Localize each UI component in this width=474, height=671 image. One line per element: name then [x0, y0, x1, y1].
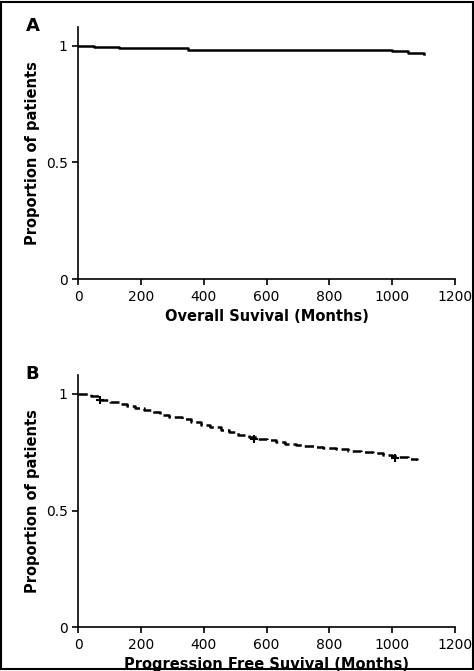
Text: A: A: [26, 17, 39, 35]
X-axis label: Progression Free Suvival (Months): Progression Free Suvival (Months): [124, 658, 409, 671]
X-axis label: Overall Suvival (Months): Overall Suvival (Months): [164, 309, 369, 324]
Text: B: B: [26, 365, 39, 383]
Y-axis label: Proportion of patients: Proportion of patients: [26, 409, 40, 593]
Y-axis label: Proportion of patients: Proportion of patients: [26, 61, 40, 245]
